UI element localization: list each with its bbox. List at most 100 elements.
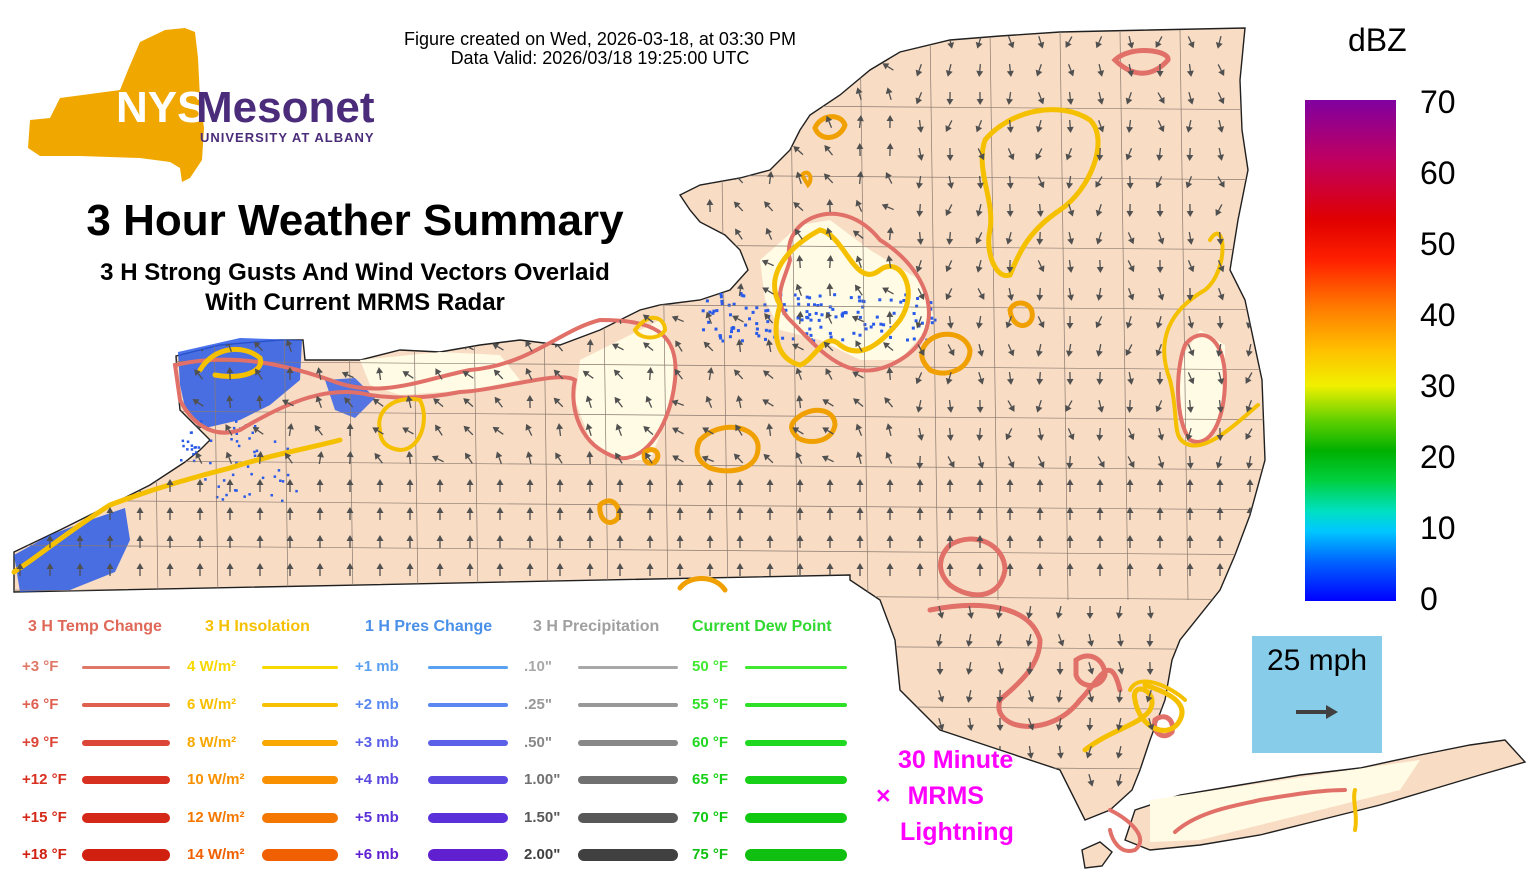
legend-header-precip: 3 H Precipitation xyxy=(533,618,660,635)
wind-vector xyxy=(946,231,954,245)
wind-vector xyxy=(556,479,564,492)
wind-vector xyxy=(1217,260,1225,273)
legend-label: .25" xyxy=(524,696,552,713)
wind-vector xyxy=(975,232,983,245)
legend-line-swatch xyxy=(745,740,847,746)
wind-vector xyxy=(977,148,985,161)
wind-vector xyxy=(16,479,24,492)
wind-vector xyxy=(585,395,593,409)
radar-pixel xyxy=(911,326,915,330)
wind-vector xyxy=(103,397,114,408)
radar-pixel xyxy=(841,314,844,318)
contour-line xyxy=(1176,333,1228,444)
wind-vector xyxy=(376,507,384,520)
wind-vector xyxy=(766,563,774,576)
wind-vector xyxy=(1066,535,1074,548)
contour-line xyxy=(1173,788,1347,834)
wind-vector xyxy=(466,115,474,129)
wind-vector xyxy=(676,115,683,129)
lightning-line-3: Lightning xyxy=(900,818,1014,846)
wind-vector xyxy=(1126,203,1134,217)
wind-vector xyxy=(886,479,894,492)
radar-pixel xyxy=(721,339,725,343)
wind-vector xyxy=(705,311,713,324)
wind-vector xyxy=(462,371,474,379)
wind-vector xyxy=(1246,455,1253,469)
contour-line xyxy=(812,114,848,140)
wind-vector xyxy=(1006,63,1014,77)
wind-vector xyxy=(1066,259,1074,273)
wind-vector xyxy=(945,260,953,273)
wind-vector xyxy=(766,339,773,353)
wind-vector xyxy=(915,92,923,105)
wind-vector xyxy=(945,371,953,385)
wind-vector xyxy=(286,507,294,520)
wind-vector xyxy=(882,35,894,43)
wind-vector xyxy=(1095,343,1103,357)
wind-vector xyxy=(166,507,174,520)
legend-row-insolation: 14 W/m² xyxy=(187,846,348,866)
wind-vector xyxy=(762,370,774,379)
wind-vector xyxy=(1216,563,1224,576)
legend-row-pressure: +2 mb xyxy=(355,696,518,716)
legend-label: .10" xyxy=(524,658,552,675)
radar-pixel xyxy=(248,493,251,496)
wind-vector xyxy=(225,424,233,436)
wind-vector xyxy=(1245,428,1253,440)
radar-pixel xyxy=(863,323,867,327)
wind-vector xyxy=(1156,147,1164,161)
wind-vector xyxy=(1155,400,1163,413)
wind-vector xyxy=(706,507,714,520)
wind-vector xyxy=(524,88,533,100)
legend-label: +2 mb xyxy=(355,696,399,713)
wind-vector xyxy=(435,424,443,436)
legend-line-swatch xyxy=(578,849,678,861)
wind-vector xyxy=(1185,427,1193,441)
contour-line xyxy=(632,316,668,340)
wind-vector xyxy=(436,507,444,520)
wind-vector xyxy=(402,427,414,435)
radar-pixel xyxy=(707,320,711,324)
wind-vector xyxy=(886,227,894,241)
wind-vector xyxy=(496,479,504,492)
wind-vector xyxy=(436,563,444,576)
wind-vector xyxy=(1066,371,1074,385)
radar-pixel xyxy=(727,303,731,307)
wind-vector xyxy=(701,455,714,463)
wind-vector xyxy=(256,535,264,548)
contour-line xyxy=(597,498,622,525)
wind-vector xyxy=(1067,428,1075,441)
wind-vector xyxy=(736,507,744,520)
wind-vector xyxy=(252,426,264,435)
radar-pixel xyxy=(755,331,759,335)
legend-header-pressure: 1 H Pres Change xyxy=(365,618,493,635)
wind-vector xyxy=(586,171,593,185)
wind-vector xyxy=(287,423,294,437)
wind-vector xyxy=(702,427,714,435)
wind-vector xyxy=(196,479,204,492)
county-line xyxy=(14,499,1265,511)
wind-vector xyxy=(1146,633,1154,647)
radar-pixel xyxy=(742,294,746,298)
radar-pixel xyxy=(731,326,735,329)
wind-vector xyxy=(1036,479,1044,492)
wind-vector xyxy=(405,115,413,128)
wind-vector xyxy=(1156,535,1164,548)
wind-vector xyxy=(72,426,84,435)
wind-vector xyxy=(824,145,834,156)
wind-vector xyxy=(615,423,623,436)
wind-vector xyxy=(1086,717,1094,731)
wind-vector xyxy=(1087,633,1095,647)
wind-vector xyxy=(1217,119,1225,133)
radar-pixel xyxy=(805,295,809,299)
wind-vector xyxy=(967,605,974,619)
wind-vector xyxy=(492,426,504,435)
legend-row-pressure: +3 mb xyxy=(355,734,518,754)
wind-vector xyxy=(15,424,23,436)
wind-vector xyxy=(226,535,234,548)
wind-vector xyxy=(553,397,564,408)
wind-vector xyxy=(643,342,654,352)
legend-label: 55 °F xyxy=(692,696,729,713)
wind-vector xyxy=(1035,64,1043,77)
legend-label: 4 W/m² xyxy=(187,658,237,675)
